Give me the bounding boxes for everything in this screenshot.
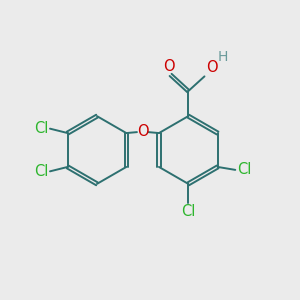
Text: O: O — [163, 59, 174, 74]
Text: Cl: Cl — [181, 205, 196, 220]
Text: Cl: Cl — [237, 162, 251, 177]
Text: O: O — [137, 124, 148, 139]
Text: H: H — [218, 50, 228, 64]
Text: Cl: Cl — [34, 164, 49, 179]
Text: O: O — [206, 60, 217, 75]
Text: Cl: Cl — [34, 121, 49, 136]
